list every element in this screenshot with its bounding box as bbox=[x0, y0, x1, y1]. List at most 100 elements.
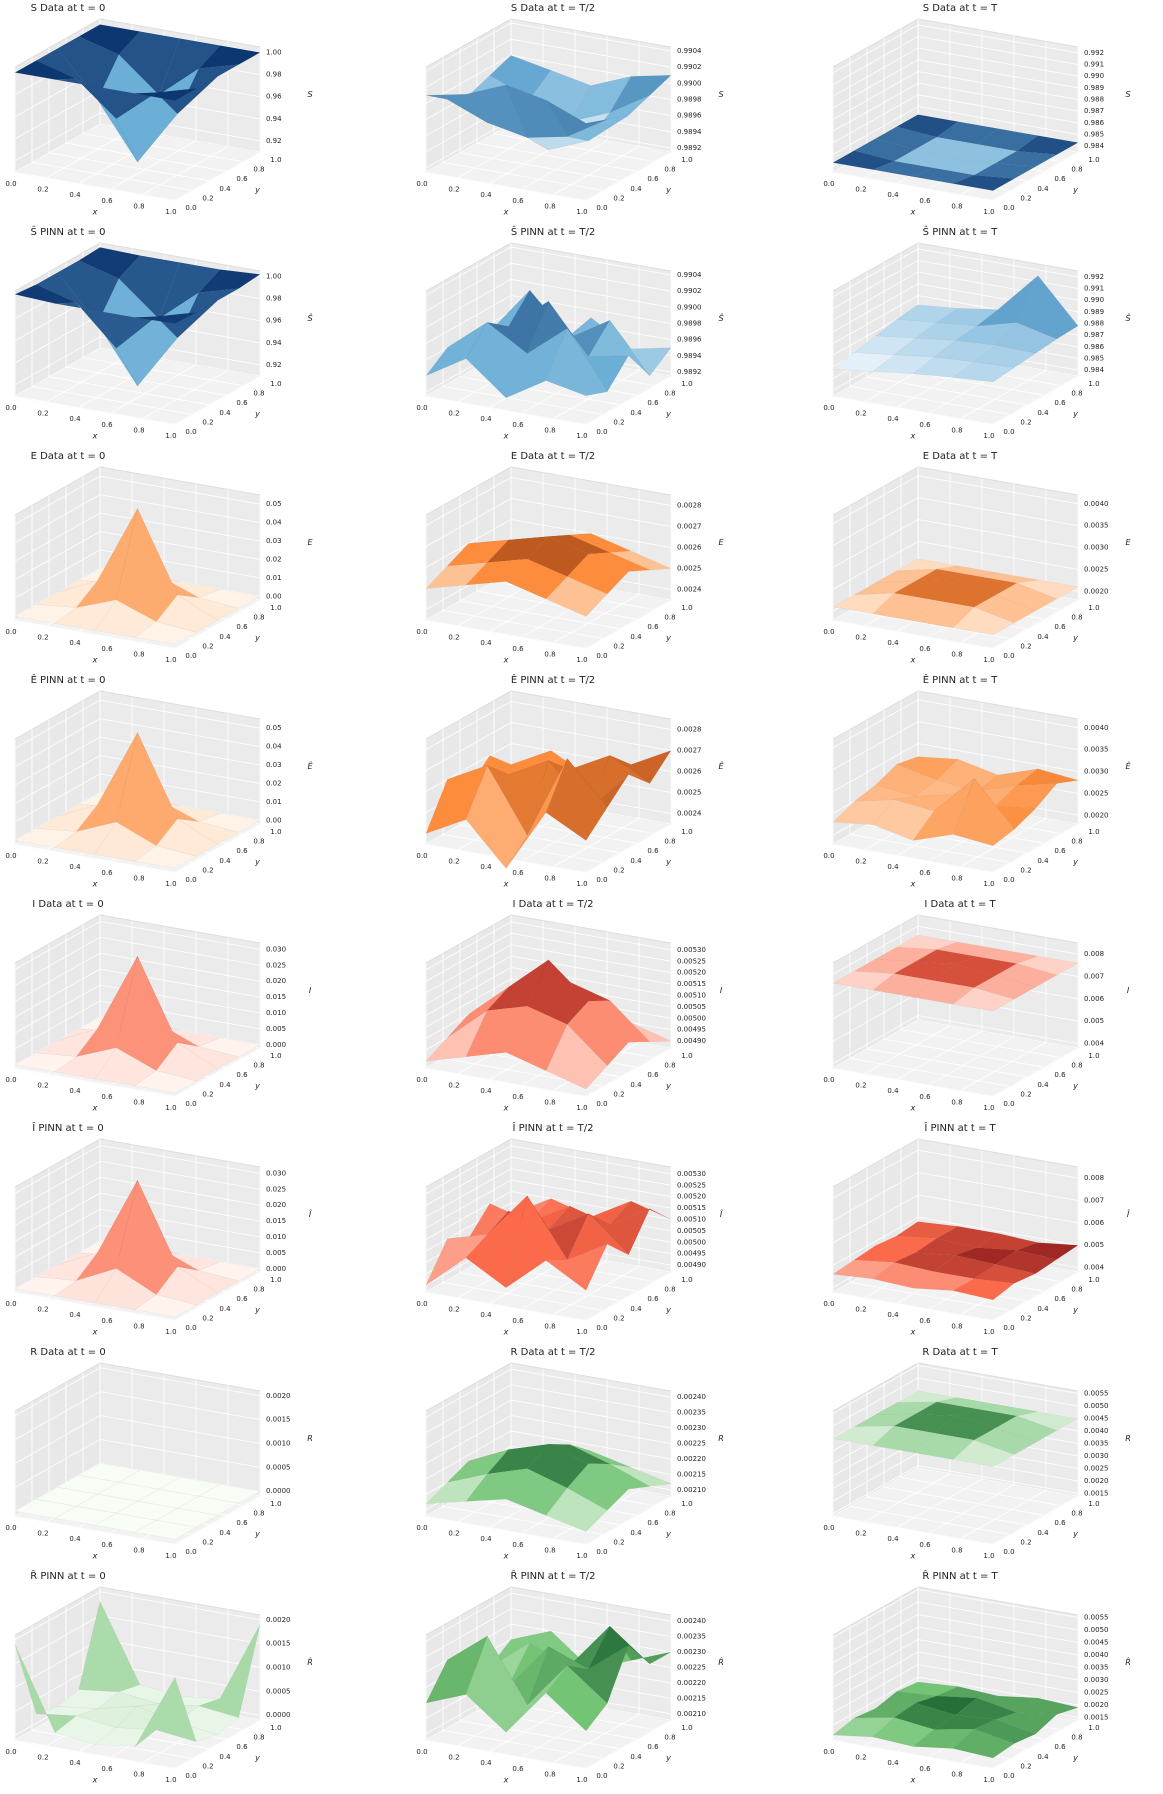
x-tick-label: 0.6 bbox=[101, 645, 113, 653]
x-axis-label: x bbox=[910, 432, 916, 441]
y-axis-label: y bbox=[1072, 1082, 1078, 1091]
z-axis-label: R̂ bbox=[718, 1656, 724, 1666]
z-tick-label: 0.00215 bbox=[677, 1694, 706, 1702]
x-tick-label: 0.0 bbox=[416, 1524, 427, 1532]
y-tick-label: 0.0 bbox=[596, 1324, 607, 1332]
y-tick-label: 0.0 bbox=[596, 1100, 607, 1108]
z-tick-label: 0.0055 bbox=[1084, 1614, 1109, 1622]
x-tick-label: 0.2 bbox=[37, 858, 48, 866]
x-axis-label: x bbox=[910, 208, 916, 217]
z-tick-label: 0.96 bbox=[266, 93, 282, 101]
subplot-title: S Data at t = T/2 bbox=[511, 3, 595, 14]
z-tick-label: 0.005 bbox=[266, 1249, 286, 1257]
x-tick-label: 0.8 bbox=[544, 1770, 555, 1778]
x-tick-label: 1.0 bbox=[576, 1776, 587, 1784]
x-tick-label: 0.2 bbox=[855, 410, 866, 418]
x-axis-label: x bbox=[92, 880, 98, 889]
z-tick-label: 0.94 bbox=[266, 339, 282, 347]
subplot-title: Ê PINN at t = T/2 bbox=[511, 673, 595, 686]
subplot: I Data at t = T0.00.20.40.60.81.00.00.20… bbox=[823, 899, 1129, 1113]
x-tick-label: 0.6 bbox=[101, 869, 113, 877]
y-axis-label: y bbox=[665, 858, 671, 867]
x-tick-label: 0.0 bbox=[416, 852, 427, 860]
z-tick-label: 0.985 bbox=[1084, 131, 1104, 139]
y-tick-label: 0.4 bbox=[1037, 185, 1049, 193]
subplot: E Data at t = T0.00.20.40.60.81.00.00.20… bbox=[823, 451, 1131, 665]
y-axis-label: y bbox=[1072, 634, 1078, 643]
y-tick-label: 0.2 bbox=[202, 866, 213, 874]
subplot-title: Î PINN at t = T bbox=[923, 1121, 996, 1134]
x-tick-label: 0.6 bbox=[919, 1541, 931, 1549]
z-tick-label: 0.9904 bbox=[677, 47, 702, 55]
z-tick-label: 0.0027 bbox=[677, 523, 702, 531]
z-tick-label: 0.990 bbox=[1084, 72, 1104, 80]
z-tick-label: 0.0026 bbox=[677, 544, 702, 552]
z-tick-label: 0.02 bbox=[266, 555, 282, 563]
x-tick-label: 0.6 bbox=[512, 1093, 524, 1101]
z-tick-label: 0.00490 bbox=[677, 1037, 706, 1045]
z-tick-label: 0.00525 bbox=[677, 1181, 706, 1189]
z-tick-label: 0.92 bbox=[266, 361, 282, 369]
y-axis-label: y bbox=[254, 1306, 260, 1315]
z-tick-label: 0.9900 bbox=[677, 79, 702, 87]
subplot: I Data at t = 00.00.20.40.60.81.00.00.20… bbox=[5, 899, 311, 1113]
y-tick-label: 0.6 bbox=[1054, 399, 1066, 407]
z-tick-label: 0.991 bbox=[1084, 285, 1104, 293]
z-tick-label: 0.0025 bbox=[1084, 1465, 1109, 1473]
z-tick-label: 0.05 bbox=[266, 724, 282, 732]
y-axis-label: y bbox=[665, 1530, 671, 1539]
y-tick-label: 0.4 bbox=[1037, 857, 1049, 865]
x-axis-label: x bbox=[910, 880, 916, 889]
x-tick-label: 0.0 bbox=[5, 1748, 16, 1756]
x-tick-label: 0.6 bbox=[919, 645, 931, 653]
z-tick-label: 0.0020 bbox=[1084, 1701, 1109, 1709]
x-tick-label: 0.4 bbox=[887, 415, 899, 423]
y-tick-label: 0.8 bbox=[253, 614, 264, 622]
x-tick-label: 0.2 bbox=[37, 1082, 48, 1090]
z-tick-label: 0.008 bbox=[1084, 950, 1104, 958]
z-tick-label: 0.9892 bbox=[677, 368, 702, 376]
y-tick-label: 1.0 bbox=[681, 1724, 692, 1732]
y-tick-label: 0.8 bbox=[253, 390, 264, 398]
z-tick-label: 0.00 bbox=[266, 592, 282, 600]
subplot: Î PINN at t = T0.00.20.40.60.81.00.00.20… bbox=[823, 1121, 1130, 1337]
x-tick-label: 1.0 bbox=[983, 880, 994, 888]
y-tick-label: 0.8 bbox=[664, 614, 675, 622]
y-tick-label: 0.6 bbox=[1054, 1071, 1066, 1079]
y-tick-label: 0.8 bbox=[664, 390, 675, 398]
x-tick-label: 0.4 bbox=[69, 1535, 81, 1543]
x-tick-label: 1.0 bbox=[983, 208, 994, 216]
subplot: Ê PINN at t = T0.00.20.40.60.81.00.00.20… bbox=[823, 673, 1131, 889]
x-axis-label: x bbox=[910, 1328, 916, 1337]
x-tick-label: 0.2 bbox=[37, 634, 48, 642]
y-tick-label: 0.0 bbox=[1003, 428, 1014, 436]
z-tick-label: 0.0015 bbox=[1084, 1490, 1109, 1498]
z-tick-label: 0.0035 bbox=[1084, 746, 1109, 754]
y-tick-label: 0.6 bbox=[1054, 175, 1066, 183]
subplot-title: R Data at t = T/2 bbox=[511, 1347, 596, 1358]
subplot-title: R Data at t = 0 bbox=[30, 1347, 105, 1358]
y-tick-label: 0.4 bbox=[1037, 409, 1049, 417]
x-tick-label: 0.8 bbox=[133, 1770, 144, 1778]
z-tick-label: 0.005 bbox=[1084, 1017, 1104, 1025]
z-tick-label: 0.0040 bbox=[1084, 1427, 1109, 1435]
x-tick-label: 0.8 bbox=[133, 426, 144, 434]
x-tick-label: 1.0 bbox=[983, 656, 994, 664]
y-tick-label: 1.0 bbox=[1088, 604, 1099, 612]
z-tick-label: 0.992 bbox=[1084, 49, 1104, 57]
x-tick-label: 0.6 bbox=[101, 1317, 113, 1325]
subplot: S Data at t = T/20.00.20.40.60.81.00.00.… bbox=[416, 3, 723, 217]
x-axis-label: x bbox=[92, 1328, 98, 1337]
z-tick-label: 0.04 bbox=[266, 519, 282, 527]
y-tick-label: 0.2 bbox=[202, 1314, 213, 1322]
x-tick-label: 0.6 bbox=[919, 1093, 931, 1101]
x-tick-label: 0.2 bbox=[37, 410, 48, 418]
y-tick-label: 0.2 bbox=[1020, 866, 1031, 874]
z-tick-label: 0.030 bbox=[266, 945, 286, 953]
z-tick-label: 0.0000 bbox=[266, 1487, 291, 1495]
y-tick-label: 0.0 bbox=[596, 428, 607, 436]
subplot-title: E Data at t = T/2 bbox=[511, 451, 595, 462]
y-axis-label: y bbox=[254, 1530, 260, 1539]
y-tick-label: 0.6 bbox=[647, 1071, 659, 1079]
y-axis-label: y bbox=[665, 410, 671, 419]
